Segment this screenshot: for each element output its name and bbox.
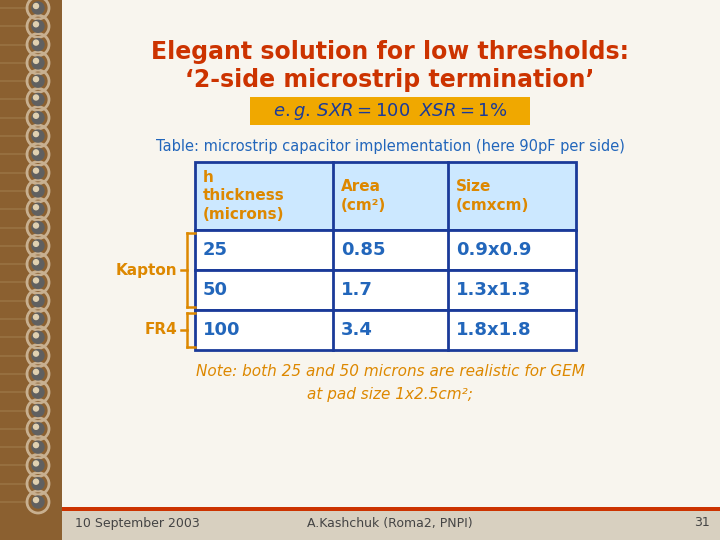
Text: $e.g.\/ SXR = 100\;\; XSR = 1\%$: $e.g.\/ SXR = 100\;\; XSR = 1\%$	[273, 100, 507, 122]
Circle shape	[34, 186, 38, 192]
Circle shape	[34, 406, 38, 411]
Circle shape	[32, 295, 44, 307]
Circle shape	[34, 168, 38, 173]
Circle shape	[32, 240, 44, 252]
Text: 0.85: 0.85	[341, 241, 385, 259]
Circle shape	[34, 278, 38, 283]
Circle shape	[34, 223, 38, 228]
Circle shape	[34, 443, 38, 448]
Circle shape	[34, 388, 38, 393]
Circle shape	[32, 313, 44, 325]
Circle shape	[32, 460, 44, 471]
Circle shape	[34, 241, 38, 246]
Circle shape	[34, 95, 38, 100]
Circle shape	[32, 167, 44, 179]
Text: 10 September 2003: 10 September 2003	[75, 516, 199, 530]
FancyBboxPatch shape	[250, 97, 530, 125]
Circle shape	[34, 58, 38, 63]
Circle shape	[34, 333, 38, 338]
Circle shape	[34, 369, 38, 374]
Circle shape	[32, 130, 44, 142]
Bar	[0, 0, 62, 540]
Circle shape	[34, 77, 38, 82]
Bar	[62, 510, 720, 540]
Circle shape	[34, 205, 38, 210]
Circle shape	[34, 150, 38, 155]
Text: 50: 50	[203, 281, 228, 299]
Circle shape	[32, 349, 44, 362]
Circle shape	[34, 461, 38, 466]
Circle shape	[32, 368, 44, 380]
Circle shape	[32, 112, 44, 124]
Text: 31: 31	[694, 516, 710, 530]
Circle shape	[32, 386, 44, 398]
Text: 100: 100	[203, 321, 240, 339]
Text: A.Kashchuk (Roma2, PNPI): A.Kashchuk (Roma2, PNPI)	[307, 516, 473, 530]
Text: Area
(cm²): Area (cm²)	[341, 179, 386, 213]
Circle shape	[32, 404, 44, 416]
Bar	[195, 270, 576, 310]
Circle shape	[34, 351, 38, 356]
Circle shape	[34, 296, 38, 301]
Circle shape	[34, 424, 38, 429]
Circle shape	[32, 38, 44, 51]
Text: 1.8x1.8: 1.8x1.8	[456, 321, 531, 339]
Text: 1.3x1.3: 1.3x1.3	[456, 281, 531, 299]
Circle shape	[34, 132, 38, 137]
Circle shape	[34, 3, 38, 9]
Circle shape	[34, 40, 38, 45]
Text: 1.7: 1.7	[341, 281, 373, 299]
Text: Note: both 25 and 50 microns are realistic for GEM: Note: both 25 and 50 microns are realist…	[196, 364, 585, 380]
Circle shape	[32, 332, 44, 343]
Text: Kapton: Kapton	[115, 262, 177, 278]
Circle shape	[32, 478, 44, 490]
Circle shape	[34, 113, 38, 118]
Circle shape	[32, 221, 44, 234]
Bar	[62, 507, 720, 511]
Circle shape	[34, 22, 38, 27]
Text: Size
(cmxcm): Size (cmxcm)	[456, 179, 529, 213]
Text: Table: microstrip capacitor implementation (here 90pF per side): Table: microstrip capacitor implementati…	[156, 138, 624, 153]
Circle shape	[32, 75, 44, 87]
Text: 3.4: 3.4	[341, 321, 373, 339]
Text: FR4: FR4	[144, 322, 177, 338]
Circle shape	[32, 423, 44, 435]
Circle shape	[32, 21, 44, 32]
Bar	[195, 310, 576, 350]
Circle shape	[34, 260, 38, 265]
Circle shape	[34, 497, 38, 503]
Circle shape	[32, 93, 44, 105]
Circle shape	[32, 57, 44, 69]
Text: Elegant solution for low thresholds:: Elegant solution for low thresholds:	[151, 40, 629, 64]
Circle shape	[32, 185, 44, 197]
Circle shape	[32, 148, 44, 160]
Text: 0.9x0.9: 0.9x0.9	[456, 241, 531, 259]
Circle shape	[32, 2, 44, 14]
Bar	[195, 230, 576, 270]
Circle shape	[32, 441, 44, 453]
Text: h
thickness
(microns): h thickness (microns)	[203, 170, 284, 222]
Text: at pad size 1x2.5cm²;: at pad size 1x2.5cm²;	[307, 387, 473, 402]
Circle shape	[32, 258, 44, 270]
Circle shape	[32, 203, 44, 215]
Circle shape	[34, 314, 38, 320]
Bar	[195, 162, 576, 230]
Circle shape	[32, 276, 44, 288]
Text: 25: 25	[203, 241, 228, 259]
Circle shape	[32, 496, 44, 508]
Text: ‘2-side microstrip termination’: ‘2-side microstrip termination’	[185, 68, 595, 92]
Circle shape	[34, 479, 38, 484]
